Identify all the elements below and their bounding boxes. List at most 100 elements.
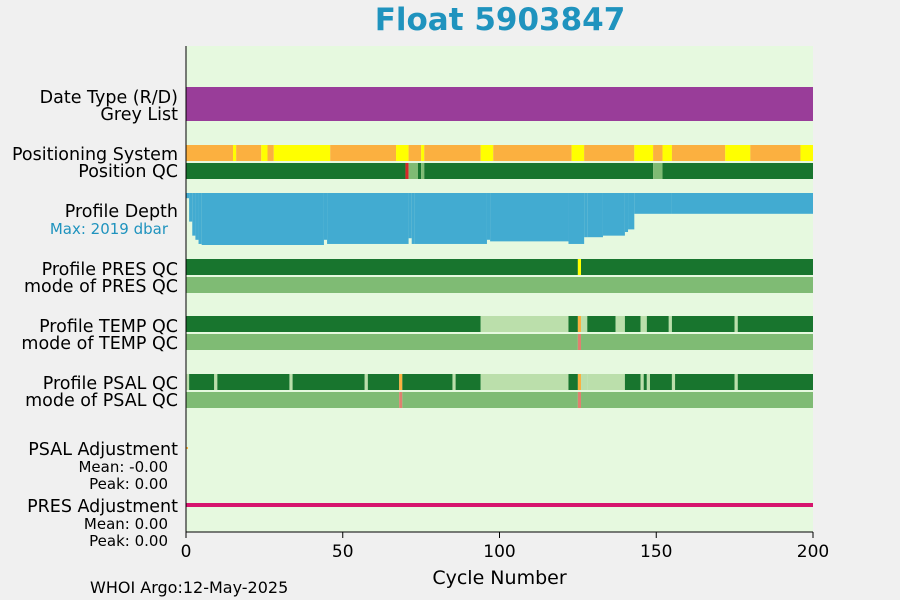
row-label-7: mode of PRES QC: [24, 277, 178, 297]
row-label-2: Positioning System: [12, 145, 178, 165]
track-5-segment-0: [186, 316, 481, 332]
track-3-segment-2: [581, 259, 813, 275]
track-7-segment-23: [675, 374, 735, 390]
track-1-segment-3: [261, 145, 268, 161]
profile-depth-bar-8: [408, 193, 412, 239]
track-2-segment-4: [421, 163, 425, 179]
track-1-segment-11: [480, 145, 494, 161]
track-1-segment-21: [800, 145, 813, 161]
row-label-3: Position QC: [78, 162, 178, 182]
track-7-segment-18: [640, 374, 644, 390]
track-7-segment-11: [455, 374, 481, 390]
track-2-segment-7: [662, 163, 813, 179]
track-7-segment-22: [671, 374, 676, 390]
row-label-15: PRES Adjustment: [27, 497, 178, 517]
profile-depth-bar-9: [411, 193, 415, 244]
profile-depth-bar-3: [195, 193, 199, 240]
track-5-segment-9: [646, 316, 669, 332]
track-4-segment-0: [186, 277, 813, 293]
track-8-segment-0: [186, 392, 400, 408]
profile-depth-bar-10: [414, 193, 487, 244]
row-label-13: Mean: -0.00: [78, 458, 168, 476]
track-7-segment-14: [577, 374, 582, 390]
track-7-segment-10: [452, 374, 456, 390]
track-1-segment-1: [233, 145, 237, 161]
profile-depth-bar-2: [192, 193, 196, 236]
chart-title: Float 5903847: [374, 2, 626, 38]
profile-depth-bar-13: [568, 193, 585, 244]
row-label-17: Peak: 0.00: [89, 532, 168, 550]
track-1-segment-9: [421, 145, 425, 161]
track-5-segment-4: [581, 316, 588, 332]
track-5-segment-5: [587, 316, 616, 332]
profile-depth-bar-11: [486, 193, 491, 240]
track-7-segment-2: [214, 374, 218, 390]
track-1-segment-19: [725, 145, 751, 161]
track-1-segment-17: [662, 145, 672, 161]
x-tick-label-3: 150: [640, 542, 672, 562]
profile-depth-bar-7: [327, 193, 409, 244]
track-1-segment-5: [273, 145, 331, 161]
track-1-segment-8: [408, 145, 422, 161]
track-8-segment-4: [581, 392, 813, 408]
track-1-segment-12: [493, 145, 572, 161]
track-2-segment-5: [424, 163, 654, 179]
profile-depth-bar-15: [587, 193, 603, 238]
track-7-segment-9: [402, 374, 453, 390]
footer-credit: WHOI Argo:12-May-2025: [90, 578, 289, 597]
track-7-segment-17: [624, 374, 641, 390]
track-0-segment-0: [186, 87, 813, 121]
row-label-16: Mean: 0.00: [84, 515, 168, 533]
row-label-9: mode of TEMP QC: [21, 334, 178, 354]
track-2-segment-1: [405, 163, 409, 179]
track-1-segment-0: [186, 145, 234, 161]
x-tick-label-0: 0: [181, 542, 192, 562]
track-7-segment-25: [737, 374, 813, 390]
track-1-segment-2: [236, 145, 262, 161]
track-7-segment-8: [399, 374, 403, 390]
profile-depth-bar-0: [186, 193, 190, 199]
profile-depth-bar-6: [323, 193, 328, 240]
track-1-segment-6: [330, 145, 397, 161]
track-5-segment-1: [480, 316, 569, 332]
track-5-segment-3: [577, 316, 582, 332]
track-1-segment-15: [634, 145, 654, 161]
track-2-segment-3: [417, 163, 422, 179]
track-7-segment-16: [587, 374, 625, 390]
profile-depth-bar-19: [634, 193, 672, 214]
profile-depth-bar-4: [198, 193, 202, 244]
track-7-segment-1: [189, 374, 215, 390]
track-1-segment-7: [396, 145, 409, 161]
profile-depth-bar-12: [490, 193, 569, 242]
psal-adjustment-point-0: [186, 447, 188, 449]
track-5-segment-7: [624, 316, 641, 332]
track-5-segment-13: [737, 316, 813, 332]
row-label-12: PSAL Adjustment: [28, 440, 178, 460]
track-7-segment-12: [480, 374, 569, 390]
profile-depth-bar-18: [628, 193, 635, 230]
track-8-segment-2: [402, 392, 578, 408]
row-label-11: mode of PSAL QC: [25, 391, 178, 411]
profile-depth-bar-14: [584, 193, 588, 238]
track-6-segment-1: [577, 334, 582, 350]
track-6-segment-2: [581, 334, 813, 350]
track-5-segment-2: [568, 316, 578, 332]
row-label-1: Grey List: [100, 105, 178, 125]
track-3-segment-1: [577, 259, 582, 275]
track-7-segment-4: [289, 374, 293, 390]
track-7-segment-20: [646, 374, 650, 390]
x-axis-label: Cycle Number: [432, 567, 566, 589]
track-5-segment-12: [734, 316, 738, 332]
track-1-segment-10: [424, 145, 481, 161]
track-7-segment-24: [734, 374, 738, 390]
track-7-segment-0: [186, 374, 190, 390]
row-label-0: Date Type (R/D): [40, 88, 178, 108]
track-8-segment-1: [399, 392, 403, 408]
track-1-segment-20: [750, 145, 801, 161]
track-5-segment-8: [640, 316, 647, 332]
row-label-14: Peak: 0.00: [89, 475, 168, 493]
x-tick-label-1: 50: [332, 542, 354, 562]
track-1-segment-4: [267, 145, 274, 161]
row-label-5: Max: 2019 dbar: [50, 220, 169, 238]
track-8-segment-3: [577, 392, 582, 408]
